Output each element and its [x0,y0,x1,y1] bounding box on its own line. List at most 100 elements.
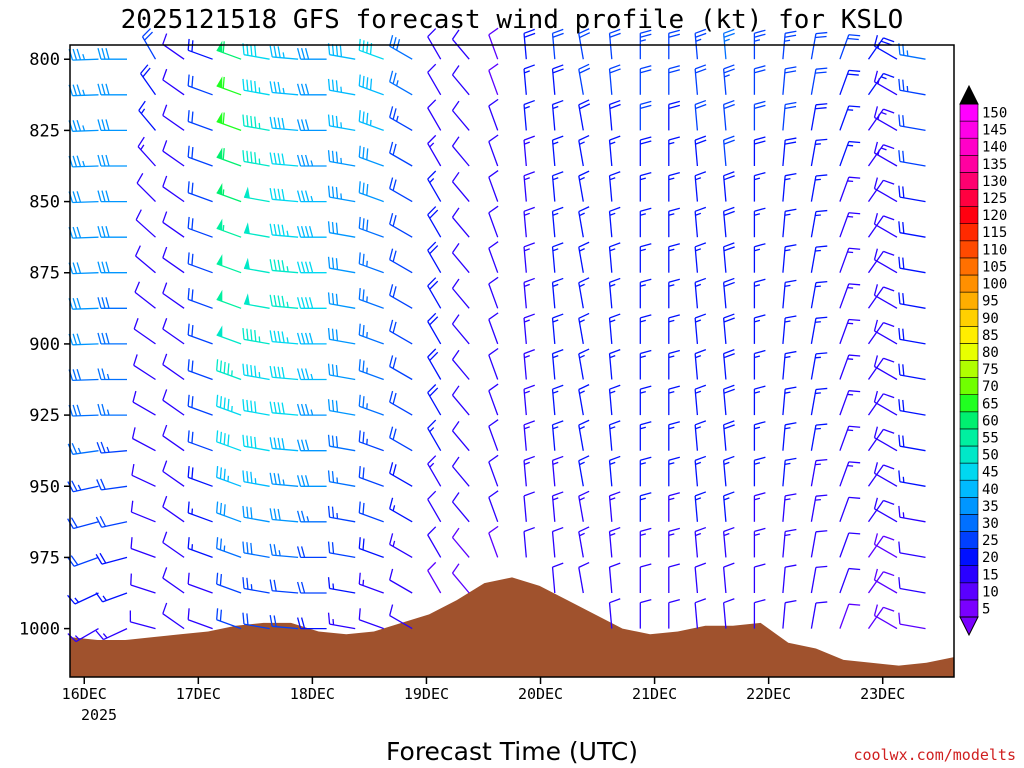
wind-barb [668,421,680,451]
wind-barb-full [488,241,499,249]
colorbar-label: 20 [982,550,999,566]
wind-barb-full [331,506,335,519]
colorbar-label: 130 [982,174,1007,190]
wind-barb-full [327,541,331,553]
wind-barb [608,99,621,131]
wind-barb-staff [874,508,898,523]
wind-barb [523,206,535,238]
wind-barb [839,354,861,380]
wind-barb [187,181,213,203]
wind-barb-full [427,312,437,322]
wind-barb [578,170,590,202]
wind-barb-pennant [216,254,223,266]
wind-barb-full [754,349,766,355]
wind-barb-full [281,224,285,237]
wind-barb-staff [874,259,898,274]
wind-barb [162,68,185,96]
wind-barb-staff [451,74,470,96]
wind-barb-full [389,426,394,438]
wind-barb-half [102,595,107,601]
wind-barb-full [392,392,397,405]
wind-barb-full [219,431,223,444]
wind-barb [782,173,797,202]
wind-barb-full [488,454,499,463]
wind-barb [578,561,590,594]
wind-barb-full [277,295,281,307]
wind-barb-half [640,462,646,465]
wind-barb-full [902,399,905,412]
wind-barb-staff [130,621,156,630]
wind-barb-full [848,247,861,250]
wind-barb-half [227,475,230,482]
wind-barb-full [250,542,253,555]
wind-barb-full [250,80,253,92]
wind-barb [269,508,299,523]
colorbar-swatch [959,325,979,344]
wind-barb-staff [216,619,242,630]
wind-barb-staff [722,140,727,167]
wind-barb-full [366,148,369,160]
wind-barb-staff [359,49,384,60]
wind-barb-full [296,403,302,416]
wind-barb [327,505,356,523]
wind-barb-full [694,384,707,390]
wind-barb [488,98,499,131]
wind-barb-staff [72,485,99,493]
wind-barb-full [97,368,102,380]
wind-barb-full [162,495,168,508]
wind-barb-full [883,535,895,541]
wind-barb [488,27,499,60]
wind-barb-full [72,120,78,132]
wind-barb-half [552,355,559,359]
wind-barb [451,421,470,452]
wind-barb [694,277,707,309]
wind-barb-half [695,38,702,42]
wind-barb-half [340,193,343,200]
wind-barb-full [754,563,766,568]
colorbar-swatch [959,257,979,276]
wind-barb-half [332,583,335,590]
wind-barb-full [304,119,310,131]
wind-barb [898,541,926,559]
colorbar-swatch [959,360,979,378]
wind-barb-staff [867,322,884,345]
wind-barb-full [609,242,621,248]
wind-barb-staff [359,476,384,487]
wind-barb-full [97,297,102,309]
wind-barb-staff [488,354,499,380]
wind-barb-full [187,430,190,442]
wind-barb-half [552,105,559,110]
wind-barb-full [392,108,397,120]
wind-barb [132,390,156,416]
wind-barb-full [552,68,564,74]
wind-barb-full [609,598,621,604]
wind-barb-staff [187,156,213,167]
wind-barb-half [579,461,585,466]
wind-barb-full [902,293,905,305]
wind-barb-full [327,470,331,482]
wind-barb [722,242,735,273]
wind-barb-full [392,464,397,476]
wind-barb [782,137,797,167]
wind-barb [488,241,499,273]
wind-barb [551,64,564,95]
wind-barb-full [331,471,335,483]
wind-barb [389,604,413,630]
wind-barb [753,563,766,593]
wind-barb-staff [187,298,213,309]
wind-barb-half [579,426,585,430]
wind-barb-full [552,135,564,141]
wind-barb-staff [359,192,384,203]
wind-barb [269,579,299,594]
wind-barb-full [578,561,590,568]
wind-barb-staff [272,412,299,416]
wind-barb-staff [103,628,128,641]
wind-barb-full [578,312,590,319]
wind-barb-full [250,151,253,163]
wind-barb-staff [782,68,786,95]
wind-barb-half [640,426,646,430]
wind-barb [129,610,156,630]
wind-barb [427,170,442,202]
wind-barb [578,134,590,167]
wind-barb [694,135,707,167]
